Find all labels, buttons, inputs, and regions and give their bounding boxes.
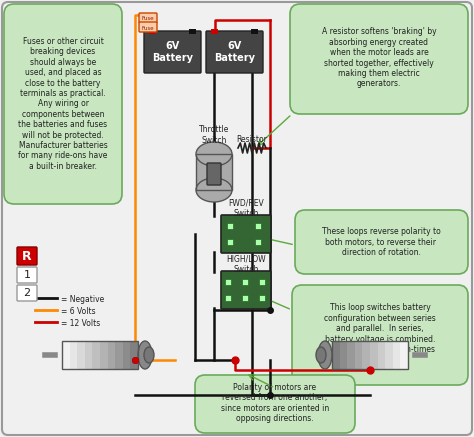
FancyBboxPatch shape xyxy=(221,271,271,309)
Bar xyxy=(339,341,347,369)
Bar xyxy=(225,295,231,301)
Bar xyxy=(259,279,265,285)
Ellipse shape xyxy=(144,347,154,363)
FancyBboxPatch shape xyxy=(4,4,122,204)
Text: A resistor softens 'braking' by
absorbing energy created
when the motor leads ar: A resistor softens 'braking' by absorbin… xyxy=(322,28,436,89)
Bar xyxy=(255,223,261,229)
Text: 2: 2 xyxy=(23,288,30,298)
Bar xyxy=(227,239,233,245)
Bar xyxy=(149,29,156,34)
Bar xyxy=(332,341,339,369)
Text: R: R xyxy=(22,250,32,264)
Text: = Negative: = Negative xyxy=(61,295,104,304)
Text: 6V
Battery: 6V Battery xyxy=(214,41,255,63)
Bar xyxy=(242,279,248,285)
Bar xyxy=(393,341,401,369)
Bar xyxy=(255,239,261,245)
Bar xyxy=(189,29,196,34)
Text: = 12 Volts: = 12 Volts xyxy=(61,319,100,327)
FancyBboxPatch shape xyxy=(295,210,468,274)
Bar xyxy=(77,341,85,369)
Bar xyxy=(251,29,258,34)
Bar xyxy=(370,341,378,369)
FancyBboxPatch shape xyxy=(17,285,37,301)
Text: Polarity of motors are
reversed from one another,
since motors are oriented in
o: Polarity of motors are reversed from one… xyxy=(221,383,329,423)
Bar xyxy=(130,341,138,369)
Ellipse shape xyxy=(196,178,232,202)
FancyBboxPatch shape xyxy=(290,4,468,114)
Ellipse shape xyxy=(196,142,232,166)
Ellipse shape xyxy=(318,341,332,369)
Text: Resistor: Resistor xyxy=(237,135,267,145)
Bar xyxy=(355,341,363,369)
Bar xyxy=(242,295,248,301)
FancyBboxPatch shape xyxy=(207,163,221,185)
Bar xyxy=(62,341,138,369)
FancyBboxPatch shape xyxy=(144,31,201,73)
Text: These loops reverse polarity to
both motors, to reverse their
direction of rotat: These loops reverse polarity to both mot… xyxy=(322,227,440,257)
Bar xyxy=(363,341,370,369)
Bar xyxy=(85,341,92,369)
Text: This loop switches battery
configuration between series
and parallel.  In series: This loop switches battery configuration… xyxy=(324,304,436,364)
Bar xyxy=(401,341,408,369)
Bar xyxy=(211,29,218,34)
FancyBboxPatch shape xyxy=(195,375,355,433)
FancyBboxPatch shape xyxy=(17,267,37,283)
Text: Fuses or other circuit
breaking devices
should always be
used, and placed as
clo: Fuses or other circuit breaking devices … xyxy=(18,37,108,171)
Text: 6V
Battery: 6V Battery xyxy=(152,41,193,63)
FancyBboxPatch shape xyxy=(139,22,157,32)
Bar xyxy=(378,341,385,369)
Text: Fuse: Fuse xyxy=(142,25,155,31)
Text: = 6 Volts: = 6 Volts xyxy=(61,306,96,316)
Ellipse shape xyxy=(316,347,326,363)
Bar xyxy=(385,341,393,369)
Bar xyxy=(62,341,70,369)
FancyBboxPatch shape xyxy=(292,285,468,385)
Bar xyxy=(259,295,265,301)
Bar xyxy=(108,341,115,369)
FancyBboxPatch shape xyxy=(17,247,37,265)
Text: FWD/REV
Switch: FWD/REV Switch xyxy=(228,198,264,218)
FancyBboxPatch shape xyxy=(139,13,157,23)
Bar xyxy=(100,341,108,369)
Bar xyxy=(196,154,232,190)
FancyBboxPatch shape xyxy=(206,31,263,73)
FancyBboxPatch shape xyxy=(221,215,271,253)
Text: Throttle
Switch: Throttle Switch xyxy=(199,125,229,145)
Bar xyxy=(227,223,233,229)
Bar xyxy=(332,341,408,369)
Bar xyxy=(225,279,231,285)
Text: 1: 1 xyxy=(24,270,30,280)
Bar xyxy=(70,341,77,369)
Ellipse shape xyxy=(138,341,152,369)
Bar xyxy=(123,341,130,369)
Bar xyxy=(196,154,232,190)
Bar xyxy=(347,341,355,369)
Bar xyxy=(115,341,123,369)
Text: HIGH/LOW
Switch: HIGH/LOW Switch xyxy=(226,254,266,274)
Text: Fuse: Fuse xyxy=(142,17,155,21)
Bar xyxy=(92,341,100,369)
